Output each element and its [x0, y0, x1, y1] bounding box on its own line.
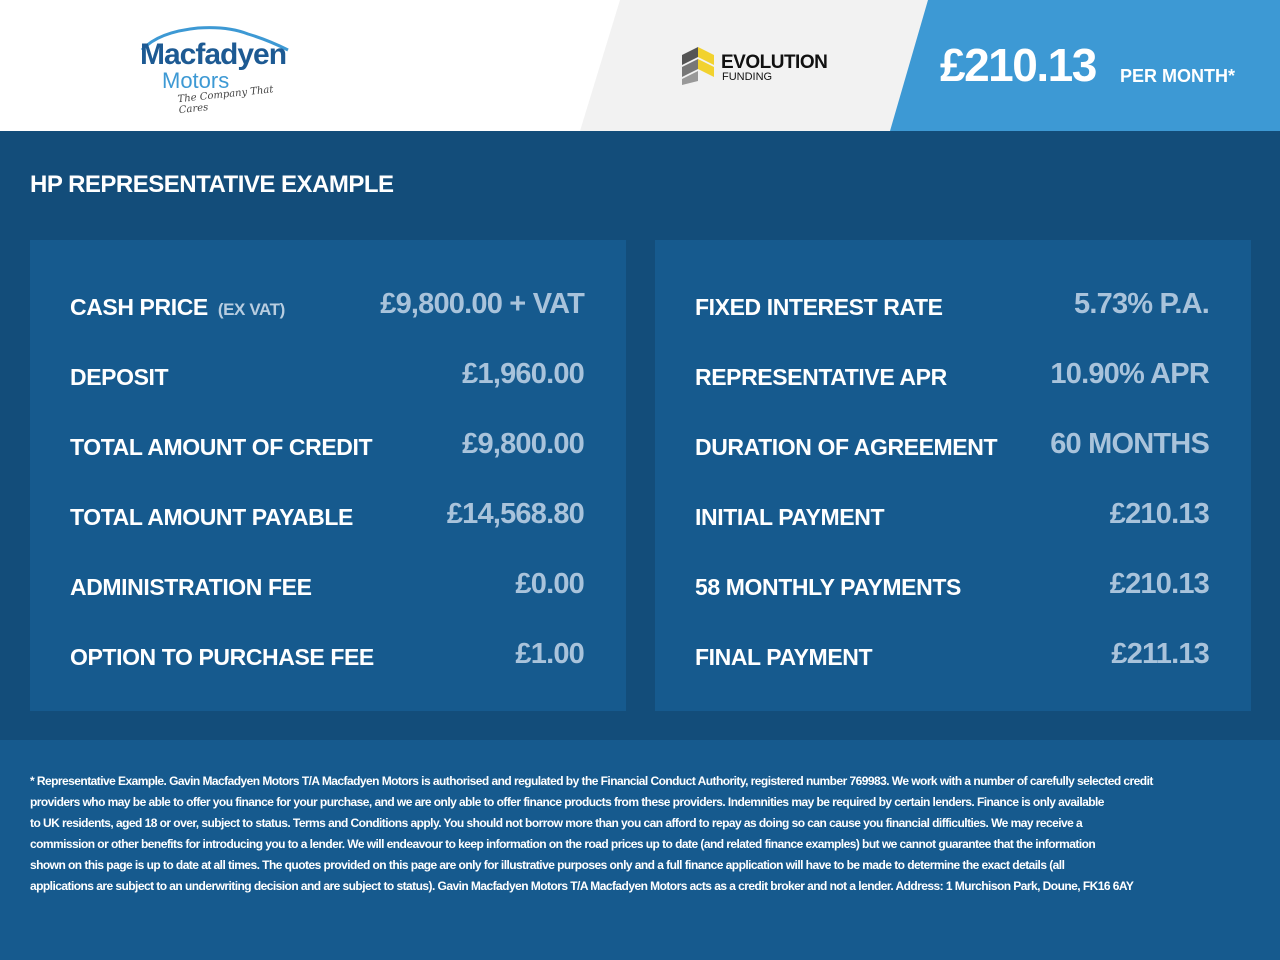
row-label: CASH PRICE (EX VAT): [70, 294, 285, 320]
partner-name: EVOLUTION: [721, 52, 828, 73]
row-deposit: DEPOSIT £1,960.00: [70, 358, 586, 398]
disclaimer-line: to UK residents, aged 18 or over, subjec…: [30, 816, 1083, 830]
row-label: ADMINISTRATION FEE: [70, 574, 312, 600]
row-value: 5.73% P.A.: [1074, 288, 1210, 320]
row-apr: REPRESENTATIVE APR 10.90% APR: [695, 358, 1211, 398]
logo-name: Macfadyen: [140, 38, 287, 71]
row-label: TOTAL AMOUNT OF CREDIT: [70, 434, 373, 460]
logo-sub: Motors: [162, 68, 230, 93]
per-month-label: PER MONTH*: [1120, 66, 1236, 86]
row-value: £1,960.00: [462, 358, 585, 390]
ex-vat-note: (EX VAT): [217, 300, 285, 319]
right-panel: FIXED INTEREST RATE 5.73% P.A. REPRESENTA…: [655, 240, 1251, 711]
row-value: £9,800.00: [462, 428, 585, 460]
macfadyen-logo[interactable]: Macfadyen Motors The Company That Cares: [138, 24, 298, 116]
partner-sub: FUNDING: [722, 71, 773, 83]
row-value: £9,800.00 + VAT: [380, 288, 585, 320]
row-value: £0.00: [515, 568, 584, 600]
section-title: HP REPRESENTATIVE EXAMPLE: [30, 171, 394, 198]
disclaimer-line: shown on this page is up to date at all …: [30, 858, 1065, 872]
footer: * Representative Example. Gavin Macfadye…: [0, 740, 1280, 960]
row-value: £211.13: [1111, 638, 1209, 670]
row-label: FINAL PAYMENT: [695, 644, 873, 670]
row-value: £14,568.80: [446, 498, 585, 530]
disclaimer-line: applications are subject to an underwrit…: [30, 879, 1134, 893]
row-value: 10.90% APR: [1050, 358, 1209, 390]
row-label: INITIAL PAYMENT: [695, 504, 885, 530]
row-value: 60 MONTHS: [1050, 428, 1210, 460]
row-value: £210.13: [1109, 568, 1210, 600]
evolution-funding-logo: EVOLUTION FUNDING: [680, 45, 828, 85]
row-value: £210.13: [1109, 498, 1210, 530]
row-label: OPTION TO PURCHASE FEE: [70, 644, 374, 670]
row-total-payable: TOTAL AMOUNT PAYABLE £14,568.80: [70, 498, 586, 538]
row-monthly-payments: 58 MONTHLY PAYMENTS £210.13: [695, 568, 1211, 608]
row-option-fee: OPTION TO PURCHASE FEE £1.00: [70, 638, 586, 678]
car-outline-icon: [140, 26, 289, 52]
row-label: DURATION OF AGREEMENT: [695, 434, 998, 460]
row-cash-price: CASH PRICE (EX VAT) £9,800.00 + VAT: [70, 288, 586, 328]
row-label: DEPOSIT: [70, 364, 169, 390]
disclaimer-line: providers who may be able to offer you f…: [30, 795, 1104, 809]
disclaimer-line: commission or other benefits for introdu…: [30, 837, 1096, 851]
disclaimer-line: * Representative Example. Gavin Macfadye…: [30, 774, 1153, 788]
row-interest-rate: FIXED INTEREST RATE 5.73% P.A.: [695, 288, 1211, 328]
row-admin-fee: ADMINISTRATION FEE £0.00: [70, 568, 586, 608]
row-label: 58 MONTHLY PAYMENTS: [695, 574, 961, 600]
row-total-credit: TOTAL AMOUNT OF CREDIT £9,800.00: [70, 428, 586, 468]
price-band: [890, 0, 1280, 131]
row-initial-payment: INITIAL PAYMENT £210.13: [695, 498, 1211, 538]
row-final-payment: FINAL PAYMENT £211.13: [695, 638, 1211, 678]
disclaimer: * Representative Example. Gavin Macfadye…: [30, 771, 1153, 897]
monthly-price: £210.13: [940, 39, 1097, 91]
row-value: £1.00: [515, 638, 584, 670]
evolution-cube-icon: [682, 47, 714, 85]
row-label: TOTAL AMOUNT PAYABLE: [70, 504, 353, 530]
row-duration: DURATION OF AGREEMENT 60 MONTHS: [695, 428, 1211, 468]
row-label: FIXED INTEREST RATE: [695, 294, 943, 320]
row-label: REPRESENTATIVE APR: [695, 364, 947, 390]
left-panel: CASH PRICE (EX VAT) £9,800.00 + VAT DEPOSI…: [30, 240, 626, 711]
